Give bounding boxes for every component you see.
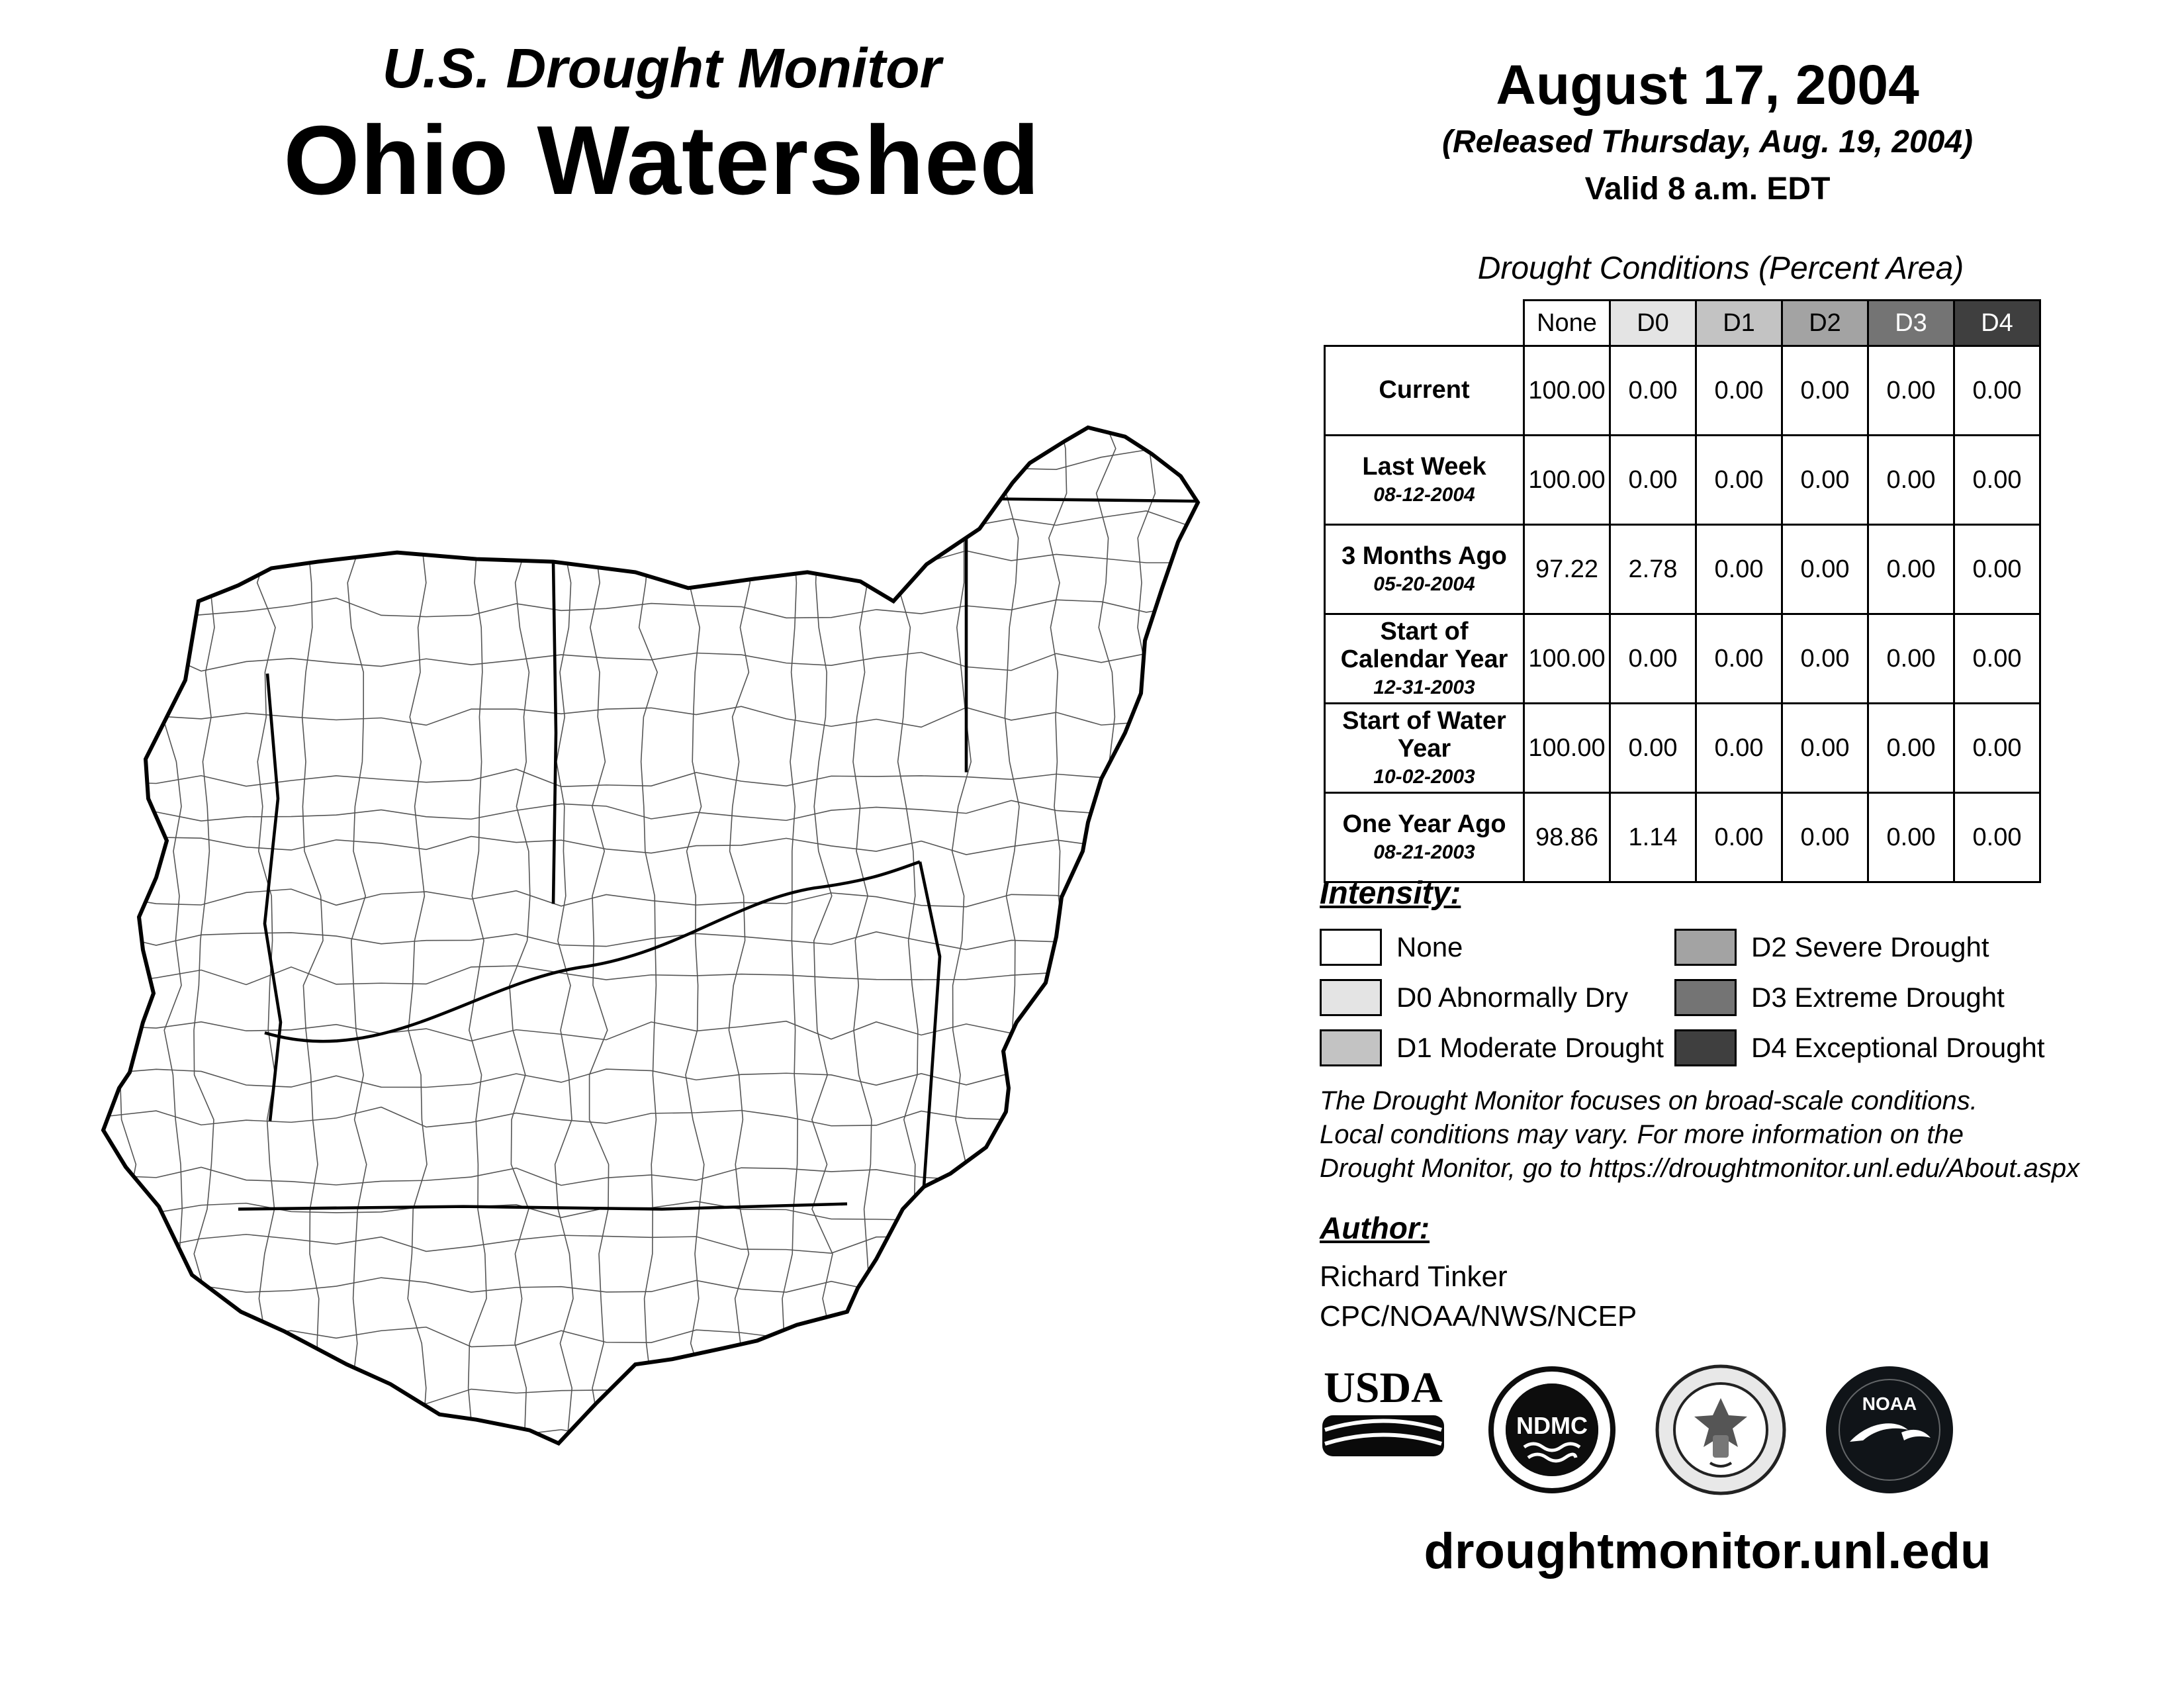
- value-cell: 0.00: [1867, 792, 1955, 883]
- value-cell: 0.00: [1609, 702, 1697, 794]
- value-cell: 0.00: [1867, 434, 1955, 526]
- table-caption: Drought Conditions (Percent Area): [1477, 251, 1964, 286]
- table-header-row: None D0 D1 D2 D3 D4: [1324, 299, 2041, 347]
- state-boundaries: [238, 496, 1198, 1211]
- table-row: Start of Calendar Year 12-31-2003 100.00…: [1324, 613, 2041, 704]
- col-header-d0: D0: [1609, 299, 1697, 347]
- legend-heading: Intensity:: [1320, 876, 1461, 911]
- d4-swatch: [1674, 1029, 1737, 1066]
- col-header-d3: D3: [1867, 299, 1955, 347]
- value-cell: 0.00: [1781, 613, 1869, 704]
- value-cell: 100.00: [1523, 345, 1611, 436]
- author-block: Author: Richard Tinker CPC/NOAA/NWS/NCEP: [1320, 1210, 1637, 1333]
- value-cell: 0.00: [1953, 524, 2041, 615]
- d1-swatch: [1320, 1029, 1382, 1066]
- report-series-title: U.S. Drought Monitor: [382, 37, 942, 99]
- value-cell: 0.00: [1867, 613, 1955, 704]
- agency-logos: USDA NDMC NOAA: [1317, 1364, 1956, 1496]
- table-row: One Year Ago 08-21-2003 98.86 1.14 0.00 …: [1324, 792, 2041, 883]
- value-cell: 100.00: [1523, 434, 1611, 526]
- d2-swatch: [1674, 929, 1737, 966]
- value-cell: 0.00: [1695, 434, 1783, 526]
- value-cell: 0.00: [1953, 613, 2041, 704]
- row-label-3-months-ago: 3 Months Ago 05-20-2004: [1324, 524, 1525, 615]
- value-cell: 0.00: [1781, 524, 1869, 615]
- none-swatch: [1320, 929, 1382, 966]
- value-cell: 0.00: [1781, 434, 1869, 526]
- value-cell: 0.00: [1867, 524, 1955, 615]
- value-cell: 0.00: [1781, 792, 1869, 883]
- value-cell: 0.00: [1867, 702, 1955, 794]
- value-cell: 0.00: [1953, 345, 2041, 436]
- row-label-start-calendar-year: Start of Calendar Year 12-31-2003: [1324, 613, 1525, 704]
- value-cell: 98.86: [1523, 792, 1611, 883]
- value-cell: 0.00: [1953, 434, 2041, 526]
- author-heading: Author:: [1320, 1211, 1430, 1245]
- noaa-logo: NOAA: [1826, 1366, 1953, 1493]
- table-row: 3 Months Ago 05-20-2004 97.22 2.78 0.00 …: [1324, 524, 2041, 615]
- col-header-d2: D2: [1781, 299, 1869, 347]
- date-block: August 17, 2004 (Released Thursday, Aug.…: [1357, 53, 2058, 207]
- value-cell: 0.00: [1609, 345, 1697, 436]
- table-corner-cell: [1324, 300, 1524, 346]
- released-date: (Released Thursday, Aug. 19, 2004): [1441, 124, 1974, 160]
- svg-text:USDA: USDA: [1324, 1364, 1443, 1412]
- ohio-watershed-map: [66, 404, 1257, 1489]
- author-name: Richard Tinker: [1320, 1260, 1508, 1293]
- valid-time: Valid 8 a.m. EDT: [1584, 171, 1831, 207]
- report-date: August 17, 2004: [1496, 54, 1919, 116]
- value-cell: 1.14: [1609, 792, 1697, 883]
- col-header-none: None: [1523, 299, 1611, 347]
- ndmc-logo: NDMC: [1488, 1366, 1615, 1493]
- table-row: Current 100.00 0.00 0.00 0.00 0.00 0.00: [1324, 345, 2041, 436]
- row-label-last-week: Last Week 08-12-2004: [1324, 434, 1525, 526]
- row-label-current: Current: [1324, 345, 1525, 436]
- value-cell: 0.00: [1695, 792, 1783, 883]
- website-url: droughtmonitor.unl.edu: [1424, 1523, 1991, 1579]
- legend-item-d4: D4 Exceptional Drought: [1674, 1029, 2138, 1066]
- table-row: Last Week 08-12-2004 100.00 0.00 0.00 0.…: [1324, 434, 2041, 526]
- value-cell: 0.00: [1953, 702, 2041, 794]
- value-cell: 0.00: [1867, 345, 1955, 436]
- legend-item-d0: D0 Abnormally Dry: [1320, 979, 1674, 1016]
- legend-item-d3: D3 Extreme Drought: [1674, 979, 2138, 1016]
- d0-swatch: [1320, 979, 1382, 1016]
- value-cell: 0.00: [1609, 434, 1697, 526]
- value-cell: 0.00: [1695, 345, 1783, 436]
- legend-item-none: None: [1320, 929, 1674, 966]
- col-header-d1: D1: [1695, 299, 1783, 347]
- title-block: U.S. Drought Monitor Ohio Watershed: [199, 36, 1125, 217]
- value-cell: 0.00: [1609, 613, 1697, 704]
- drought-conditions-table: None D0 D1 D2 D3 D4 Current 100.00 0.00 …: [1324, 299, 2041, 883]
- disclaimer-text: The Drought Monitor focuses on broad-sca…: [1320, 1086, 2080, 1184]
- intensity-legend: Intensity: None D0 Abnormally Dry D1 Mod…: [1320, 875, 2180, 1066]
- value-cell: 100.00: [1523, 702, 1611, 794]
- svg-text:NDMC: NDMC: [1516, 1412, 1588, 1439]
- svg-text:NOAA: NOAA: [1862, 1393, 1917, 1414]
- value-cell: 0.00: [1695, 524, 1783, 615]
- row-label-start-water-year: Start of Water Year 10-02-2003: [1324, 702, 1525, 794]
- page-title: Ohio Watershed: [283, 106, 1040, 215]
- value-cell: 0.00: [1781, 702, 1869, 794]
- usda-logo: USDA: [1322, 1364, 1444, 1456]
- value-cell: 2.78: [1609, 524, 1697, 615]
- value-cell: 0.00: [1695, 702, 1783, 794]
- table-row: Start of Water Year 10-02-2003 100.00 0.…: [1324, 702, 2041, 794]
- legend-item-d2: D2 Severe Drought: [1674, 929, 2138, 966]
- value-cell: 0.00: [1781, 345, 1869, 436]
- author-org: CPC/NOAA/NWS/NCEP: [1320, 1300, 1637, 1333]
- row-label-one-year-ago: One Year Ago 08-21-2003: [1324, 792, 1525, 883]
- value-cell: 100.00: [1523, 613, 1611, 704]
- d3-swatch: [1674, 979, 1737, 1016]
- col-header-d4: D4: [1953, 299, 2041, 347]
- commerce-seal-logo: [1655, 1364, 1786, 1495]
- value-cell: 97.22: [1523, 524, 1611, 615]
- value-cell: 0.00: [1953, 792, 2041, 883]
- value-cell: 0.00: [1695, 613, 1783, 704]
- legend-item-d1: D1 Moderate Drought: [1320, 1029, 1674, 1066]
